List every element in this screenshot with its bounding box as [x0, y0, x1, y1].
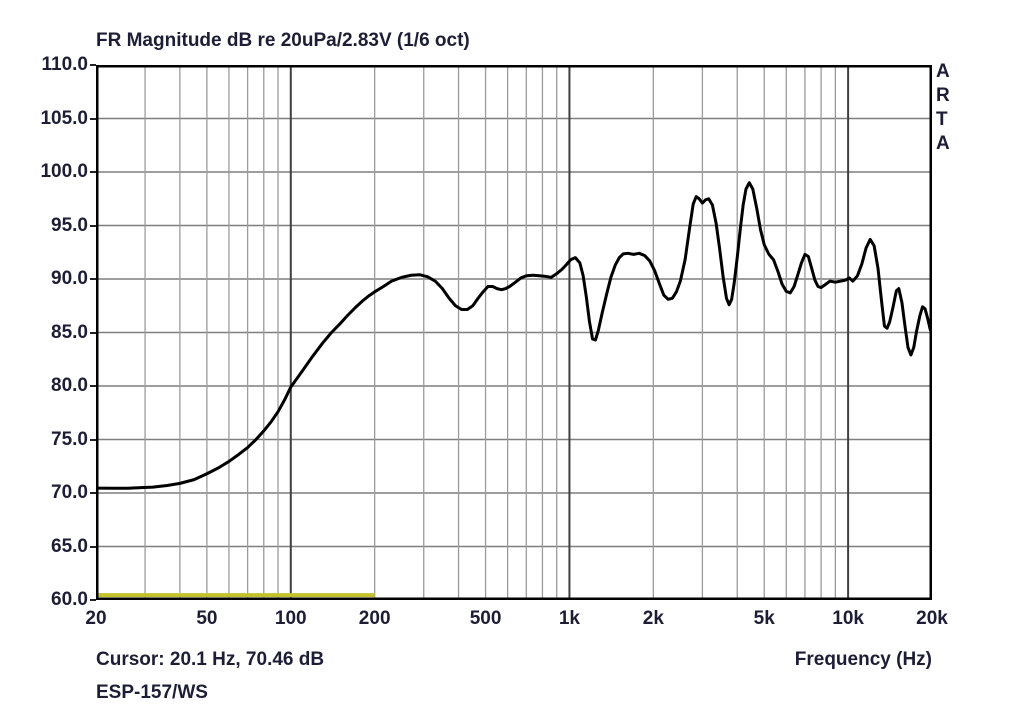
y-tick-label: 60.0 — [51, 589, 88, 610]
y-tick-label: 95.0 — [51, 214, 88, 236]
fr-plot-svg[interactable] — [96, 65, 932, 600]
x-tick-label: 100 — [274, 608, 307, 629]
plot-border — [96, 65, 932, 600]
y-tick-mark — [90, 64, 96, 66]
x-tick-label: 2k — [642, 608, 664, 629]
y-tick-label: 100.0 — [40, 161, 88, 182]
y-tick-label: 70.0 — [51, 482, 88, 503]
y-tick-mark — [90, 545, 96, 548]
watermark-letter: R — [936, 85, 950, 106]
x-tick-label: 10k — [832, 608, 864, 629]
x-tick-label: 1k — [558, 608, 581, 629]
x-tick-label: 5k — [753, 608, 775, 629]
y-tick-label: 90.0 — [51, 268, 88, 289]
y-tick-mark — [90, 117, 96, 120]
frequency-response — [96, 181, 932, 490]
watermark-letter: A — [936, 133, 950, 154]
x-tick-label: 200 — [358, 608, 391, 629]
x-axis: 20 50 100 200 500 1k 2k 5k 10k 20k — [85, 608, 947, 632]
x-tick-label: 500 — [469, 608, 502, 629]
y-tick-mark — [90, 278, 96, 280]
y-tick-label: 80.0 — [51, 375, 88, 396]
y-tick-mark — [90, 492, 96, 494]
y-tick-label: 110.0 — [41, 54, 89, 75]
y-tick-label: 105.0 — [40, 107, 88, 129]
watermark-letter: T — [936, 109, 948, 130]
y-tick-label: 65.0 — [51, 535, 88, 557]
x-tick-label: 20 — [85, 608, 107, 629]
y-tick-mark — [90, 331, 96, 334]
y-tick-mark — [90, 171, 96, 173]
y-tick-label: 85.0 — [51, 321, 88, 343]
y-tick-mark — [90, 224, 96, 227]
x-tick-label: 20k — [916, 608, 948, 629]
y-axis: 110.0 105.0 100.0 95.0 90.0 85.0 80.0 75.0 70.0 6… — [0, 54, 96, 610]
cursor-readout: Cursor: 20.1 Hz, 70.46 dB — [96, 649, 325, 670]
y-tick-label: 75.0 — [51, 428, 88, 450]
y-tick-mark — [90, 385, 96, 387]
measurement-subject-label: ESP-157/WS — [96, 682, 208, 703]
x-axis-title: Frequency (Hz) — [794, 649, 932, 670]
chart-title: FR Magnitude dB re 20uPa/2.83V (1/6 oct) — [96, 30, 470, 51]
x-tick-label: 50 — [196, 608, 218, 629]
plot-area[interactable] — [96, 65, 932, 600]
watermark-letter: A — [936, 61, 950, 82]
y-tick-mark — [90, 599, 96, 601]
y-tick-mark — [90, 438, 96, 441]
